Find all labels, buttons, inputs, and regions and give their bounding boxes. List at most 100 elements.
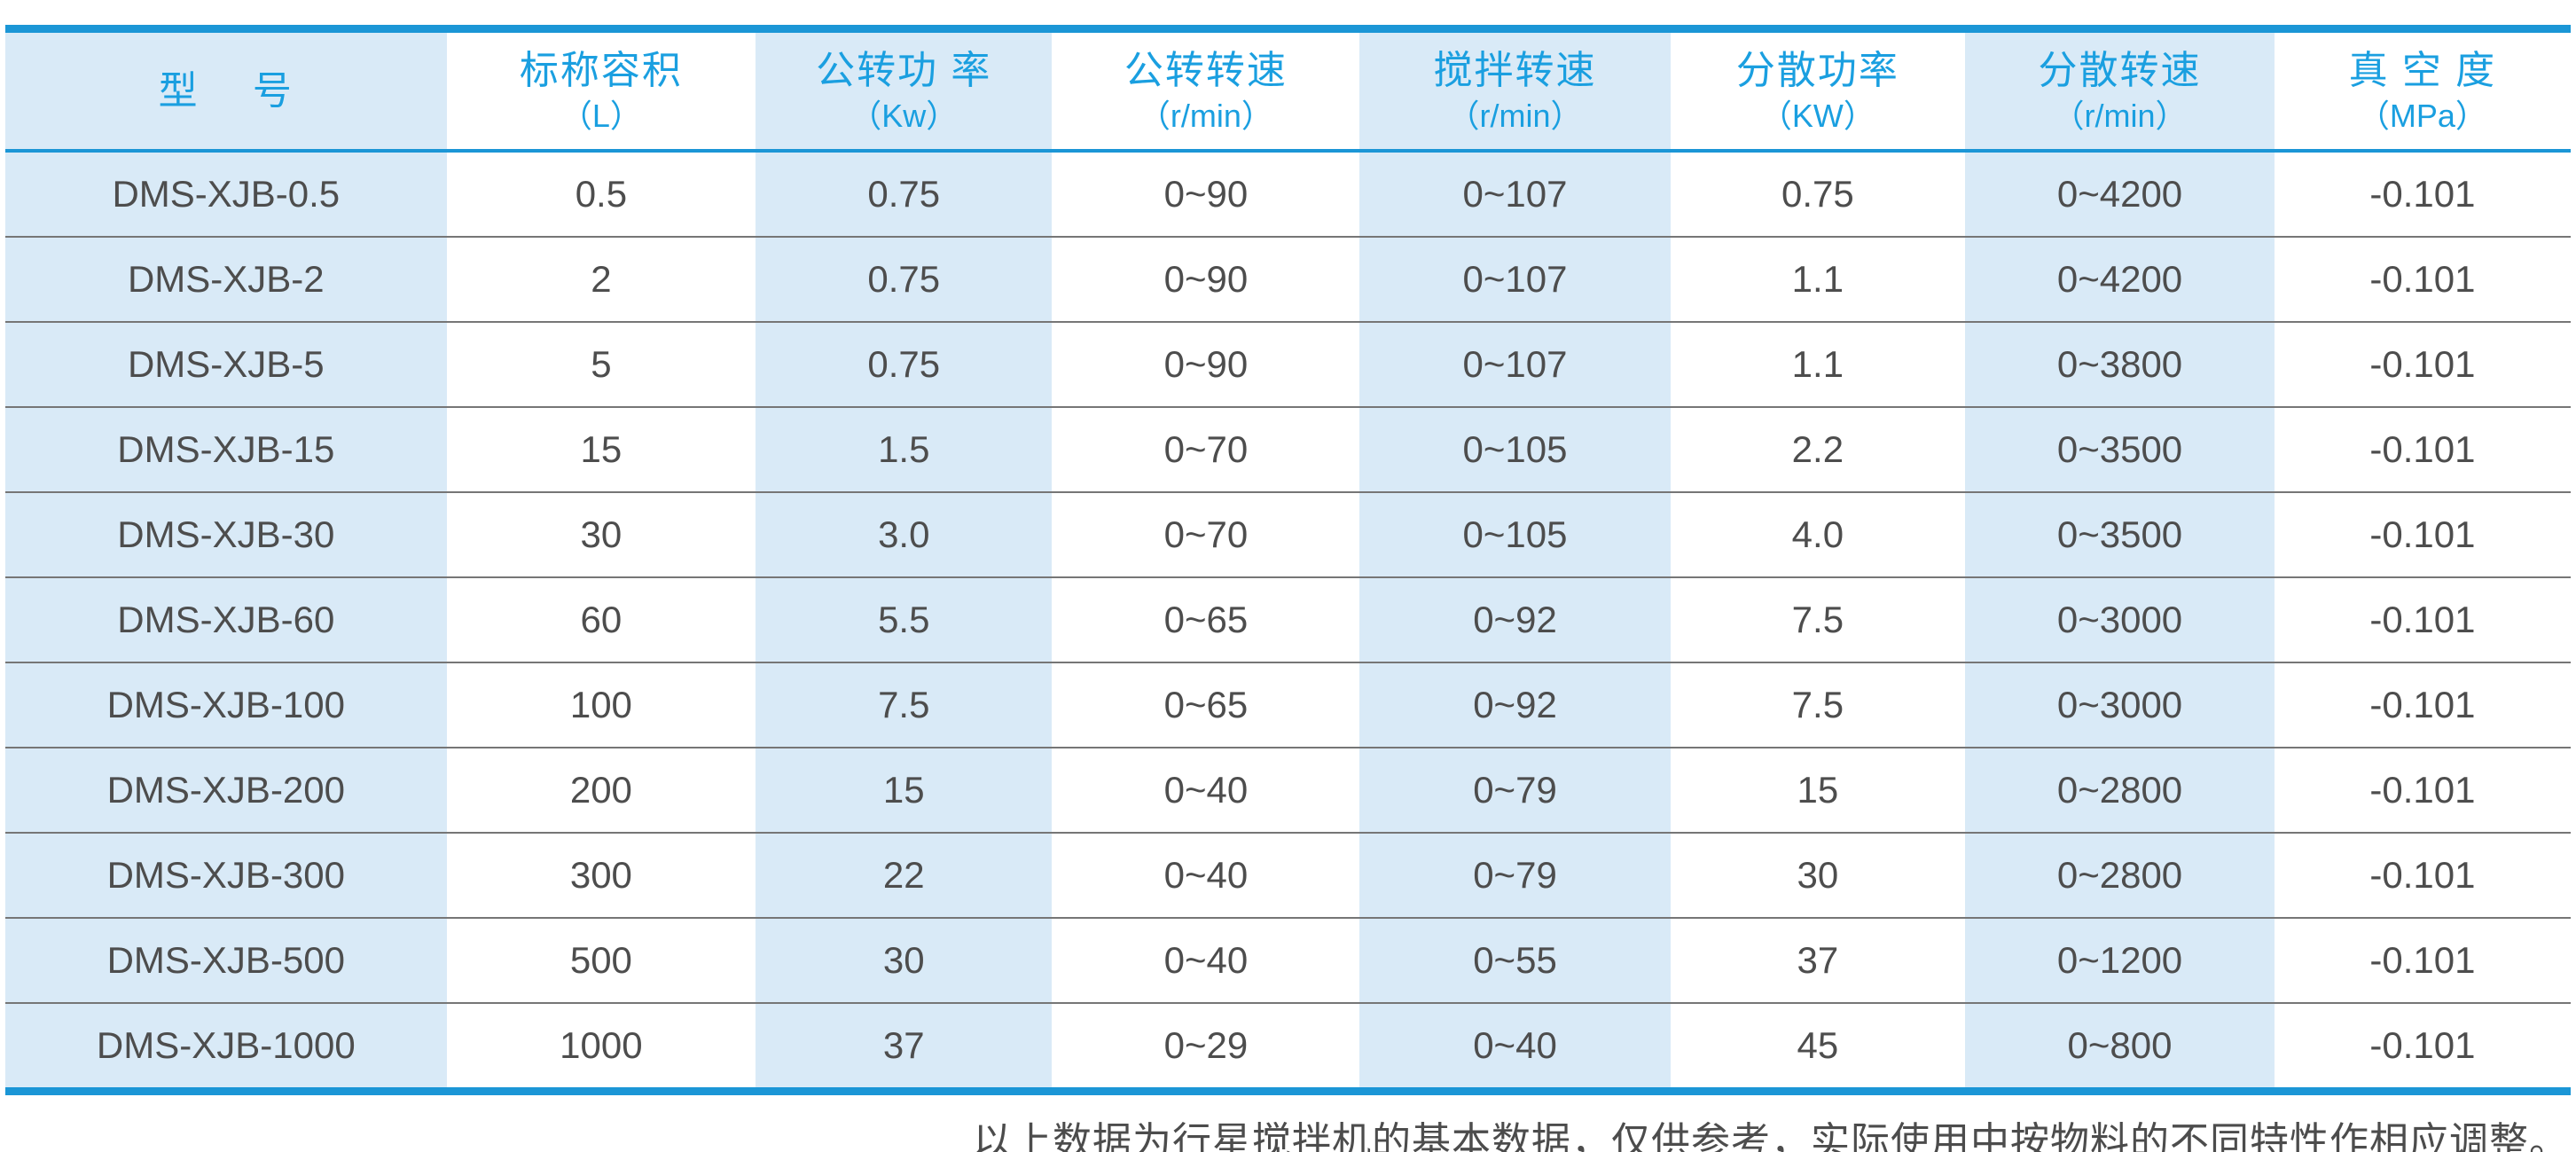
table-cell: 0~2800 xyxy=(1965,747,2275,833)
table-cell: DMS-XJB-100 xyxy=(5,662,447,748)
column-title: 真 空 度 xyxy=(2348,48,2497,92)
table-row: DMS-XJB-15 15 1.5 0~70 0~105 2.2 0~3500 -0.101 xyxy=(5,406,2571,492)
column-title: 分散功率 xyxy=(1735,48,1899,92)
spec-table: 型 号 标称容积 （L） 公转功 率 （Kw） 公转转速 （r/min） 搅拌转… xyxy=(5,25,2571,1095)
table-cell: 45 xyxy=(1670,1002,1966,1092)
table-row: DMS-XJB-300 300 22 0~40 0~79 30 0~2800 -0.101 xyxy=(5,832,2571,918)
table-cell: DMS-XJB-1000 xyxy=(5,1002,447,1092)
column-header-model: 型 号 xyxy=(5,28,447,153)
table-body: DMS-XJB-0.5 0.5 0.75 0~90 0~107 0.75 0~4200 -0.… xyxy=(5,151,2571,1092)
table-cell: 0~90 xyxy=(1052,321,1360,407)
column-unit: （r/min） xyxy=(1138,97,1273,134)
table-cell: 4.0 xyxy=(1670,491,1966,577)
table-cell: 0~90 xyxy=(1052,236,1360,322)
table-cell: 100 xyxy=(446,662,756,748)
table-cell: 0~3000 xyxy=(1965,662,2275,748)
column-header-revolution-speed: 公转转速 （r/min） xyxy=(1052,28,1360,153)
table-cell: 0~107 xyxy=(1359,321,1671,407)
table-cell: 0~2800 xyxy=(1965,832,2275,918)
table-row: DMS-XJB-2 2 0.75 0~90 0~107 1.1 0~4200 -0.101 xyxy=(5,236,2571,322)
table-cell: 15 xyxy=(756,747,1053,833)
column-header-dispersion-speed: 分散转速 （r/min） xyxy=(1965,28,2275,153)
table-cell: -0.101 xyxy=(2274,832,2571,918)
table-cell: DMS-XJB-300 xyxy=(5,832,447,918)
table-cell: 0~3500 xyxy=(1965,491,2275,577)
table-cell: 0~90 xyxy=(1163,173,1249,215)
table-cell: 5 xyxy=(446,321,756,407)
table-cell: 0~79 xyxy=(1359,747,1671,833)
column-title: 型 号 xyxy=(158,68,294,113)
table-cell: 1.1 xyxy=(1670,321,1966,407)
table-cell: 0.75 xyxy=(867,173,941,215)
table-cell: 0~65 xyxy=(1052,576,1360,662)
table-cell: DMS-XJB-15 xyxy=(5,406,447,492)
table-cell: 60 xyxy=(446,576,756,662)
column-header-revolution-power: 公转功 率 （Kw） xyxy=(756,28,1053,153)
table-cell: 300 xyxy=(446,832,756,918)
table-cell: DMS-XJB-200 xyxy=(5,747,447,833)
column-title: 标称容积 xyxy=(519,48,683,92)
table-cell: 0~105 xyxy=(1359,406,1671,492)
table-row: DMS-XJB-30 30 3.0 0~70 0~105 4.0 0~3500 -0.101 xyxy=(5,491,2571,577)
table-cell: 5.5 xyxy=(756,576,1053,662)
table-cell: -0.101 xyxy=(2274,576,2571,662)
table-cell: 0~800 xyxy=(1965,1002,2275,1092)
table-cell: 37 xyxy=(1670,917,1966,1003)
table-cell: 2.2 xyxy=(1670,406,1966,492)
header-row: 型 号 标称容积 （L） 公转功 率 （Kw） 公转转速 （r/min） 搅拌转… xyxy=(5,28,2571,153)
table-cell: 0~92 xyxy=(1359,662,1671,748)
column-unit: （L） xyxy=(560,97,642,134)
table-cell: 0~40 xyxy=(1052,832,1360,918)
table-cell: 1.1 xyxy=(1670,236,1966,322)
table-cell: -0.101 xyxy=(2274,747,2571,833)
table-cell: -0.101 xyxy=(2274,662,2571,748)
table-cell: -0.101 xyxy=(2274,1002,2571,1092)
table-cell: -0.101 xyxy=(2274,917,2571,1003)
column-title: 公转转速 xyxy=(1124,48,1288,92)
table-header: 型 号 标称容积 （L） 公转功 率 （Kw） 公转转速 （r/min） 搅拌转… xyxy=(5,28,2571,153)
column-unit: （MPa） xyxy=(2357,97,2487,134)
table-cell: 30 xyxy=(756,917,1053,1003)
footer-note: 以上数据为行星搅拌机的基本数据，仅供参考，实际使用中按物料的不同特性作相应调整。 xyxy=(973,1119,2569,1152)
table-cell: 0~3800 xyxy=(1965,321,2275,407)
table-cell: 30 xyxy=(446,491,756,577)
table-cell: 15 xyxy=(446,406,756,492)
table-cell: 0~1200 xyxy=(1965,917,2275,1003)
table-cell: 0.75 xyxy=(756,236,1053,322)
table-cell: DMS-XJB-500 xyxy=(5,917,447,1003)
table-cell: 0~3000 xyxy=(1965,576,2275,662)
table-cell: DMS-XJB-0.5 xyxy=(112,173,341,215)
table-cell: DMS-XJB-5 xyxy=(5,321,447,407)
table-cell: 0.5 xyxy=(575,173,628,215)
column-title: 公转功 率 xyxy=(816,48,992,92)
column-header-vacuum-degree: 真 空 度 （MPa） xyxy=(2274,28,2571,153)
table-cell: 3.0 xyxy=(756,491,1053,577)
column-header-nominal-volume: 标称容积 （L） xyxy=(446,28,756,153)
table-cell: 2 xyxy=(446,236,756,322)
table-cell: -0.101 xyxy=(2274,236,2571,322)
table-cell: 0~4200 xyxy=(2056,173,2183,215)
table-cell: 1000 xyxy=(446,1002,756,1092)
column-title: 分散转速 xyxy=(2038,48,2202,92)
table-cell: -0.101 xyxy=(2274,321,2571,407)
table-cell: 7.5 xyxy=(1670,576,1966,662)
table-cell: 200 xyxy=(446,747,756,833)
table-cell: -0.101 xyxy=(2369,173,2476,215)
table-cell: 15 xyxy=(1670,747,1966,833)
column-unit: （r/min） xyxy=(2052,97,2188,134)
table-cell: 0~92 xyxy=(1359,576,1671,662)
table-cell: 30 xyxy=(1670,832,1966,918)
table-cell: 0~79 xyxy=(1359,832,1671,918)
table-cell: 7.5 xyxy=(756,662,1053,748)
table-cell: 0~105 xyxy=(1359,491,1671,577)
table-cell: 0~40 xyxy=(1052,747,1360,833)
table-cell: DMS-XJB-30 xyxy=(5,491,447,577)
table-cell: 0~55 xyxy=(1359,917,1671,1003)
table-cell: 0~107 xyxy=(1462,173,1568,215)
table-row: DMS-XJB-100 100 7.5 0~65 0~92 7.5 0~3000 -0.101 xyxy=(5,662,2571,748)
table-row: DMS-XJB-200 200 15 0~40 0~79 15 0~2800 -0.101 xyxy=(5,747,2571,833)
column-unit: （Kw） xyxy=(850,97,959,134)
table-cell: 7.5 xyxy=(1670,662,1966,748)
table-cell: 22 xyxy=(756,832,1053,918)
